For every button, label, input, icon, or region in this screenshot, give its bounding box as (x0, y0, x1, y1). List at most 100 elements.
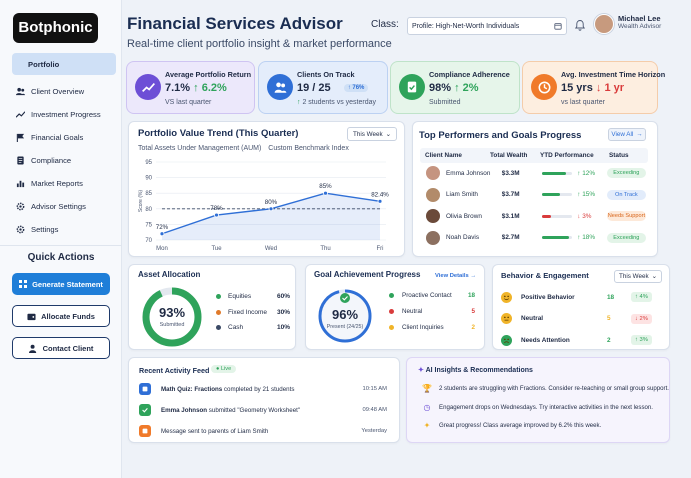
feed-item[interactable]: Emma Johnson submitted "Geometry Workshe… (139, 403, 387, 417)
data-point (377, 198, 383, 204)
kpi-card-return: Average Portfolio Return 7.1% ↑ 6.2% VS … (126, 61, 255, 114)
status-badge: Exceeding (606, 232, 646, 243)
kpi-label: Average Portfolio Return (165, 70, 252, 79)
ytd-value: ↑ 18% (577, 234, 596, 241)
wallet-icon (27, 313, 36, 320)
view-all-button[interactable]: View All → (608, 128, 646, 141)
behavior-change-value: 4% (639, 294, 648, 300)
behavior-value: 5 (607, 315, 611, 322)
sidebar-item-advisor-settings[interactable]: Advisor Settings (12, 196, 116, 216)
feed-rest: submitted "Geometry Worksheet" (207, 406, 301, 414)
y-axis-label: Score (%) (138, 190, 144, 213)
sidebar-item-financial-goals[interactable]: Financial Goals (12, 127, 116, 147)
legend-dot (216, 294, 221, 299)
class-select[interactable]: Profile: High-Net-Worth Individuals (407, 17, 567, 35)
allocation-value: 10% (276, 324, 290, 331)
sidebar-item-label: Market Reports (31, 178, 83, 188)
sidebar-item-market-reports[interactable]: Market Reports (12, 173, 116, 193)
check-icon (139, 404, 151, 416)
feed-time: 09:48 AM (362, 407, 388, 413)
feed-item[interactable]: Math Quiz: Fractions completed by 21 stu… (139, 382, 387, 396)
kpi-value: 7.1% ↑ 6.2% (165, 82, 227, 94)
chevron-down-icon: ⌄ (651, 273, 657, 280)
client-name: Emma Johnson (446, 169, 491, 177)
goal-label: Proactive Contact (402, 292, 452, 299)
behavior-period-select[interactable]: This Week ⌄ (614, 270, 662, 283)
document-icon (17, 155, 24, 165)
allocation-item: Equities 60% (216, 293, 290, 300)
sidebar-item-label: Compliance (31, 155, 72, 165)
generate-statement-button[interactable]: Generate Statement (12, 273, 110, 295)
trend-title: Portfolio Value Trend (This Quarter) (138, 128, 299, 139)
allocation-value: 60% (276, 293, 290, 300)
ytd-progress-fill (542, 236, 570, 239)
goal-value: 2 (471, 324, 475, 331)
table-row[interactable]: Liam Smith $3.7M ↑ 15% On Track (422, 185, 646, 205)
sidebar-item-settings[interactable]: Settings (12, 219, 116, 239)
sidebar-item-client-overview[interactable]: Client Overview (12, 81, 116, 101)
kpi-sub: ↑ 2 students vs yesterday (297, 99, 376, 106)
ytd-value: ↓ 3% (577, 212, 592, 220)
kpi-value: 98% ↑ 2% (429, 82, 479, 94)
feed-rest: Message sent to parents of Liam Smith (161, 427, 269, 435)
col-client-name: Client Name (425, 152, 462, 159)
legend-dot (389, 309, 394, 314)
legend-dot (216, 325, 221, 330)
sidebar-item-compliance[interactable]: Compliance (12, 150, 116, 170)
ytd-progress-fill (542, 171, 567, 175)
legend-dot (389, 293, 394, 298)
bell-icon[interactable] (574, 19, 586, 31)
ytd-value: ↑ 15% (577, 191, 596, 198)
legend-dot (389, 325, 394, 330)
y-tick-label: 80 (145, 207, 152, 213)
aum-area (162, 193, 380, 240)
view-details-link[interactable]: View Details → (435, 273, 476, 279)
ytd-progress-bar (542, 236, 573, 239)
sidebar-item-label: Financial Goals (31, 132, 84, 142)
goals-center-value: 96% (331, 307, 359, 322)
data-label: 82.4% (371, 191, 389, 198)
kpi-sub: VS last quarter (165, 99, 212, 106)
allocate-funds-button[interactable]: Allocate Funds (12, 305, 110, 327)
table-row[interactable]: Olivia Brown $3.1M ↓ 3% Needs Support (422, 206, 646, 226)
avatar (426, 230, 440, 245)
legend-dot (216, 309, 221, 315)
user-profile[interactable]: Michael Lee Wealth Advisor (594, 14, 672, 38)
allocation-donut (142, 287, 202, 347)
sidebar-item-label: Client Overview (31, 86, 85, 96)
avatar (426, 166, 440, 180)
trend-icon (135, 74, 161, 100)
view-details-label: View Details (435, 273, 469, 279)
feed-item[interactable]: Message sent to parents of Liam Smith Yes… (139, 424, 387, 438)
behavior-value: 2 (607, 336, 611, 344)
ytd-value: ↑ 12% (577, 169, 596, 177)
client-name: Noah Davis (446, 234, 480, 241)
sidebar-item-investment-progress[interactable]: Investment Progress (12, 104, 116, 124)
trend-period-select[interactable]: This Week ⌄ (347, 127, 397, 141)
col-total-wealth: Total Wealth (490, 152, 528, 159)
x-tick-label: Wed (265, 246, 277, 252)
kpi-label: Clients On Track (297, 70, 355, 79)
sad-face-icon (501, 334, 512, 346)
arrow-right-icon: → (636, 131, 643, 138)
quick-actions-title: Quick Actions (27, 252, 95, 263)
user-name: Michael Lee (618, 14, 661, 23)
behavior-item: Positive Behavior 18 ↑ 4% (501, 290, 663, 304)
client-wealth: $3.7M (501, 191, 520, 198)
goal-item: Proactive Contact 18 (389, 292, 475, 299)
feed-time: 10:15 AM (362, 386, 388, 392)
ai-title: ✦ AI Insights & Recommendations (418, 367, 533, 374)
page-title: Financial Services Advisor (127, 14, 343, 33)
sidebar-item-portfolio[interactable]: Portfolio (12, 53, 116, 75)
sparkle-icon: ✦ (423, 421, 431, 430)
client-wealth: $2.7M (501, 234, 520, 241)
client-wealth: $3.3M (501, 169, 520, 177)
kpi-sub: Submitted (429, 99, 461, 106)
contact-client-button[interactable]: Contact Client (12, 337, 110, 359)
trend-icon (16, 110, 25, 118)
y-tick-label: 75 (145, 222, 152, 228)
data-label: 78% (210, 205, 223, 212)
table-row[interactable]: Emma Johnson $3.3M ↑ 12% Exceeding (422, 163, 646, 183)
table-row[interactable]: Noah Davis $2.7M ↑ 18% Exceeding (422, 228, 646, 248)
feed-text: Emma Johnson submitted "Geometry Workshe… (161, 407, 363, 414)
